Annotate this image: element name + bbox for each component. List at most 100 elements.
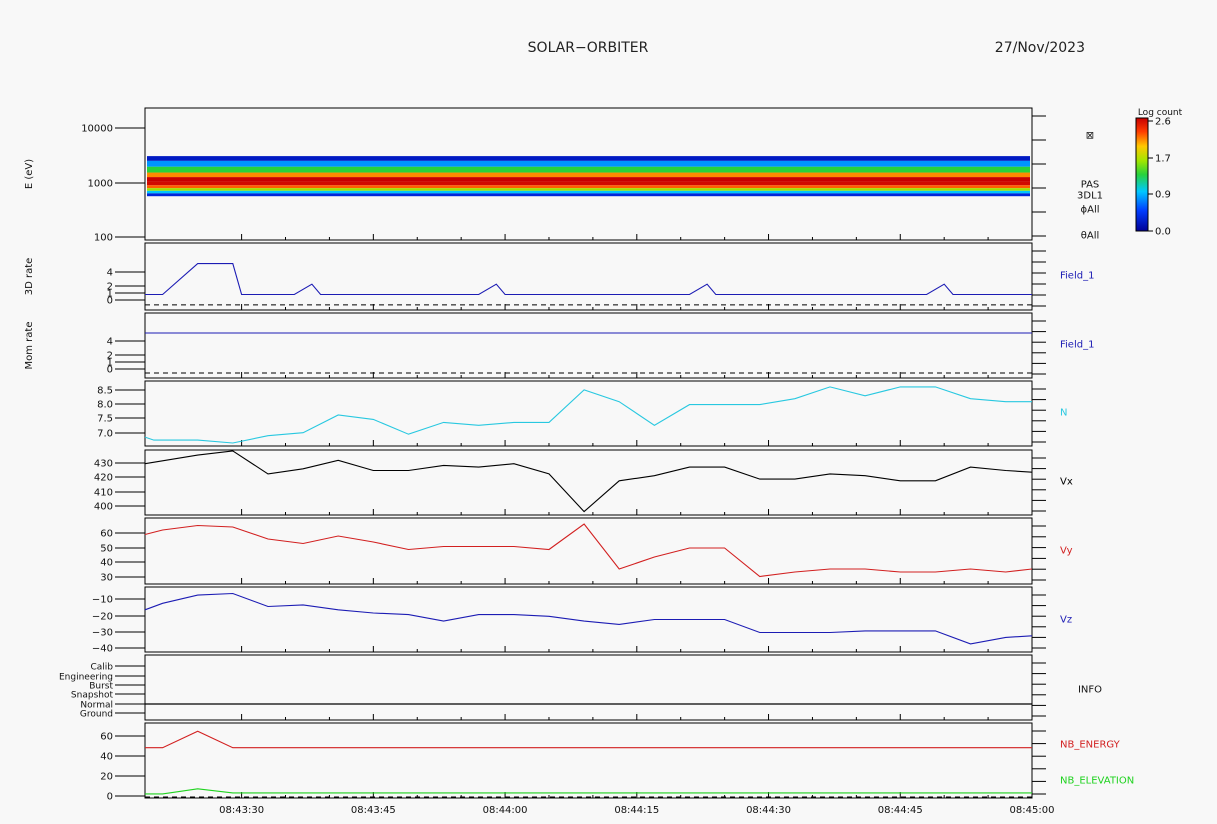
- panel-frame: [144, 312, 1033, 379]
- ytick-label: 60: [100, 732, 113, 743]
- heatmap-band: [147, 160, 1030, 167]
- ytick-label: Normal: [80, 701, 113, 711]
- series-line-nb_energy: [145, 730, 1032, 749]
- ytick-label: 8.5: [97, 386, 113, 397]
- ytick-label: 410: [94, 488, 113, 499]
- ytick-label: 30: [100, 573, 113, 584]
- ytick-label: 400: [94, 502, 113, 513]
- series-line-field_1: [145, 263, 1032, 296]
- panel-frame: [144, 242, 1033, 311]
- time-label: 08:44:45: [878, 805, 923, 816]
- ytick-label: 2: [107, 351, 113, 362]
- ytick-label: 1: [107, 289, 113, 300]
- series-line-vz: [144, 592, 1033, 645]
- colorbar-tick-label: 1.7: [1155, 154, 1171, 165]
- ylabel: E (eV): [24, 159, 35, 189]
- ytick-label: 50: [100, 544, 113, 555]
- right-label: 3DL1: [1077, 191, 1103, 202]
- colorbar-title: Log count: [1138, 108, 1183, 118]
- ytick-label: 0: [107, 792, 113, 803]
- ytick-label: Calib: [90, 663, 113, 673]
- ytick-label: 100: [94, 233, 113, 244]
- heatmap-band: [147, 172, 1030, 178]
- time-label: 08:44:15: [614, 805, 659, 816]
- ylabel: 3D rate: [24, 258, 35, 296]
- panel-frame: [144, 517, 1033, 585]
- ytick-label: Ground: [80, 710, 113, 720]
- legend-label: Vx: [1060, 477, 1073, 488]
- panel-frame: [144, 586, 1033, 653]
- ytick-label: 2: [107, 282, 113, 293]
- panel-density: 8.5 8.0 7.5 7.0 N: [97, 380, 1067, 447]
- heatmap-band: [147, 181, 1030, 186]
- panel-frame: [144, 654, 1033, 721]
- heatmap-band: [147, 166, 1030, 173]
- ytick-label: 1: [107, 358, 113, 369]
- heatmap-band: [147, 190, 1030, 194]
- legend-label: NB_ELEVATION: [1060, 776, 1134, 787]
- time-label: 08:44:30: [746, 805, 791, 816]
- right-label: ϕAll: [1081, 205, 1100, 216]
- panel-nb: 60 40 20 0 NB_ENERGY NB_ELEVATION: [100, 722, 1134, 803]
- colorbar-tick-label: 0.0: [1155, 227, 1171, 238]
- panel-frame: [144, 449, 1033, 516]
- ytick-label: 7.5: [97, 414, 113, 425]
- ytick-label: −30: [92, 628, 113, 639]
- time-label: 08:45:00: [1010, 805, 1055, 816]
- time-label: 08:43:30: [219, 805, 264, 816]
- heatmap-band: [147, 193, 1030, 197]
- right-label: INFO: [1078, 685, 1102, 696]
- ytick-label: 40: [100, 752, 113, 763]
- legend-label: Vz: [1060, 615, 1072, 626]
- ylabel: Mom rate: [24, 322, 35, 370]
- panel-rate3d: 4 210 3D rate Field_1: [24, 242, 1094, 311]
- ytick-label: 0: [107, 296, 113, 307]
- panel-momrate: 4 210 Mom rate Field_1: [24, 312, 1094, 379]
- legend-label: Vy: [1060, 546, 1073, 557]
- series-line-nb_elevation: [145, 788, 1032, 795]
- right-label: ⊠: [1086, 131, 1094, 142]
- series-line-vx: [144, 450, 1033, 513]
- ytick-label: 4: [107, 337, 113, 348]
- colorbar-tick-label: 2.6: [1155, 117, 1171, 128]
- panel-vy: 60 50 40 30 Vy: [100, 517, 1073, 585]
- panel-info: CalibEngineeringBurstSnapshotNormalGroun…: [59, 654, 1102, 721]
- ytick-label: −20: [92, 612, 113, 623]
- ytick-label: 7.0: [97, 429, 113, 440]
- ytick-label: 420: [94, 473, 113, 484]
- ytick-label: Snapshot: [71, 691, 114, 701]
- right-label: θAll: [1081, 231, 1100, 242]
- panel-frame: [144, 380, 1033, 447]
- series-line-n: [144, 386, 1032, 444]
- legend-label: N: [1060, 408, 1067, 419]
- series-line-vy: [144, 523, 1033, 578]
- ytick-label: 20: [100, 772, 113, 783]
- ytick-label: Engineering: [59, 673, 113, 683]
- panel-vz: −10 −20 −30 −40 Vz: [92, 586, 1072, 655]
- time-label: 08:44:00: [483, 805, 528, 816]
- right-label: PAS: [1081, 180, 1100, 191]
- legend-label: Field_1: [1060, 271, 1094, 282]
- ytick-label: 60: [100, 529, 113, 540]
- heatmap-band: [147, 177, 1030, 182]
- heatmap-band: [147, 185, 1030, 189]
- colorbar-tick-label: 0.9: [1155, 190, 1171, 201]
- instrument-title: SOLAR−ORBITER: [528, 40, 649, 56]
- heatmap-band: [147, 156, 1030, 161]
- legend-label: NB_ENERGY: [1060, 740, 1121, 751]
- ytick-label: 40: [100, 558, 113, 569]
- heatmap-band: [147, 188, 1030, 191]
- ytick-label: 4: [107, 268, 113, 279]
- colorbar-bar: [1135, 117, 1149, 232]
- ytick-label: 1000: [88, 179, 113, 190]
- plot-date: 27/Nov/2023: [995, 40, 1085, 56]
- time-axis: 08:43:30 08:43:45 08:44:00 08:44:15 08:44:30…: [219, 805, 1054, 816]
- legend-label: Field_1: [1060, 340, 1094, 351]
- ytick-label: −10: [92, 595, 113, 606]
- time-label: 08:43:45: [351, 805, 396, 816]
- ytick-label: −40: [92, 644, 113, 655]
